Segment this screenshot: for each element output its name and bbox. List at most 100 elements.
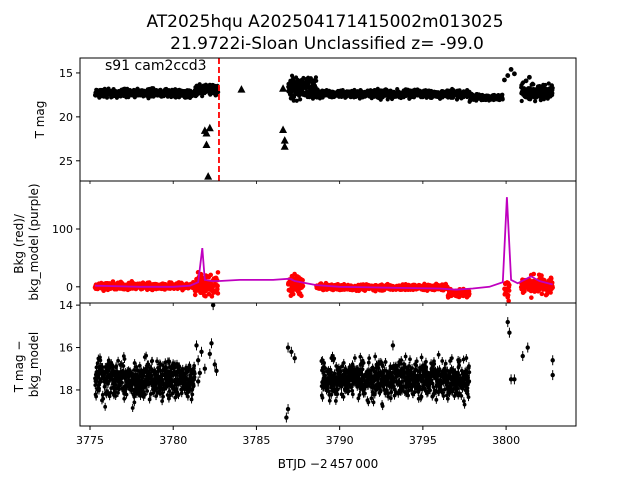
data-point — [132, 400, 137, 405]
data-point — [97, 386, 101, 391]
data-point — [340, 364, 344, 369]
data-point — [358, 354, 363, 359]
data-point — [335, 387, 340, 392]
bkg-model-line — [94, 197, 553, 291]
data-point — [215, 283, 220, 289]
data-point — [300, 277, 305, 283]
middle-panel: 0 100 Bkg (red)/ bkg_model (purple) — [12, 180, 577, 304]
middle-y-label-line1: Bkg (red)/ — [12, 213, 26, 274]
data-point — [522, 289, 527, 294]
data-point — [190, 392, 195, 397]
data-point — [124, 392, 129, 397]
data-point — [137, 363, 142, 368]
data-point — [177, 365, 182, 369]
data-point — [298, 97, 303, 102]
data-point — [103, 404, 108, 409]
top-y-axis-label: T mag — [33, 101, 47, 140]
data-point — [350, 392, 355, 397]
data-point — [176, 393, 181, 398]
middle-plot-area — [92, 197, 555, 303]
data-point — [167, 359, 172, 364]
data-point — [526, 74, 532, 80]
data-point — [323, 366, 327, 370]
data-point — [322, 361, 326, 365]
data-point — [539, 273, 544, 278]
data-point — [350, 388, 355, 393]
data-point — [519, 98, 524, 104]
data-point — [192, 292, 198, 298]
data-point — [333, 399, 338, 403]
data-point — [332, 356, 337, 361]
data-point — [466, 291, 472, 297]
data-point — [308, 76, 313, 81]
data-point — [335, 392, 340, 397]
data-point — [161, 394, 165, 399]
data-point — [192, 371, 197, 376]
data-point — [191, 383, 196, 388]
upper-limit-triangle — [204, 172, 213, 180]
data-point — [98, 358, 103, 363]
data-point — [341, 361, 346, 365]
middle-y-ticks: 0 100 — [52, 223, 80, 294]
data-point — [150, 358, 155, 363]
upper-limit-triangle — [279, 84, 288, 92]
data-point — [360, 367, 365, 372]
data-point — [189, 397, 194, 402]
data-point — [546, 81, 551, 86]
data-point — [134, 364, 139, 369]
y-tick-label: 15 — [59, 67, 73, 80]
data-point — [173, 395, 178, 400]
data-point — [506, 282, 512, 288]
top-y-ticks: 15 20 25 — [59, 67, 80, 168]
data-point — [338, 369, 343, 374]
data-point — [533, 99, 538, 104]
data-point — [512, 71, 517, 77]
data-point — [179, 391, 184, 396]
data-point — [145, 389, 150, 393]
data-point — [208, 272, 214, 278]
data-point — [505, 292, 511, 298]
data-point — [203, 293, 208, 299]
data-point — [341, 394, 346, 399]
data-point — [192, 363, 197, 368]
data-point — [523, 78, 529, 84]
data-point — [505, 73, 511, 78]
data-point — [500, 97, 505, 102]
data-point — [104, 95, 110, 100]
data-point — [361, 361, 366, 365]
data-point — [352, 356, 357, 360]
middle-y-axis-label: Bkg (red)/ bkg_model (purple) — [12, 183, 41, 300]
data-point — [186, 394, 190, 399]
data-point — [500, 92, 505, 97]
data-point — [216, 89, 221, 95]
data-point — [200, 94, 205, 99]
data-point — [114, 364, 119, 369]
data-point — [290, 291, 296, 297]
data-point — [550, 90, 555, 96]
y-tick-label: 20 — [59, 111, 73, 124]
data-point — [215, 270, 221, 275]
residual-marks — [93, 303, 555, 423]
data-point — [170, 391, 175, 396]
upper-limit-triangle — [289, 83, 298, 91]
top-light-curve-marks — [93, 67, 555, 180]
data-point — [143, 392, 147, 397]
data-point — [132, 361, 137, 365]
sector-camera-annotation: s91 cam2ccd3 — [105, 58, 207, 74]
data-point — [122, 396, 127, 401]
data-point — [101, 396, 106, 401]
data-point — [116, 358, 121, 363]
data-point — [100, 365, 105, 370]
data-point — [94, 394, 99, 399]
data-point — [548, 290, 553, 295]
data-point — [120, 380, 124, 385]
data-point — [548, 276, 554, 281]
data-point — [299, 293, 304, 299]
data-point — [506, 288, 512, 293]
data-point — [327, 398, 332, 403]
upper-limit-triangle — [280, 136, 289, 144]
data-point — [508, 67, 514, 72]
data-point — [106, 379, 111, 384]
data-point — [209, 294, 215, 299]
data-point — [291, 98, 296, 103]
